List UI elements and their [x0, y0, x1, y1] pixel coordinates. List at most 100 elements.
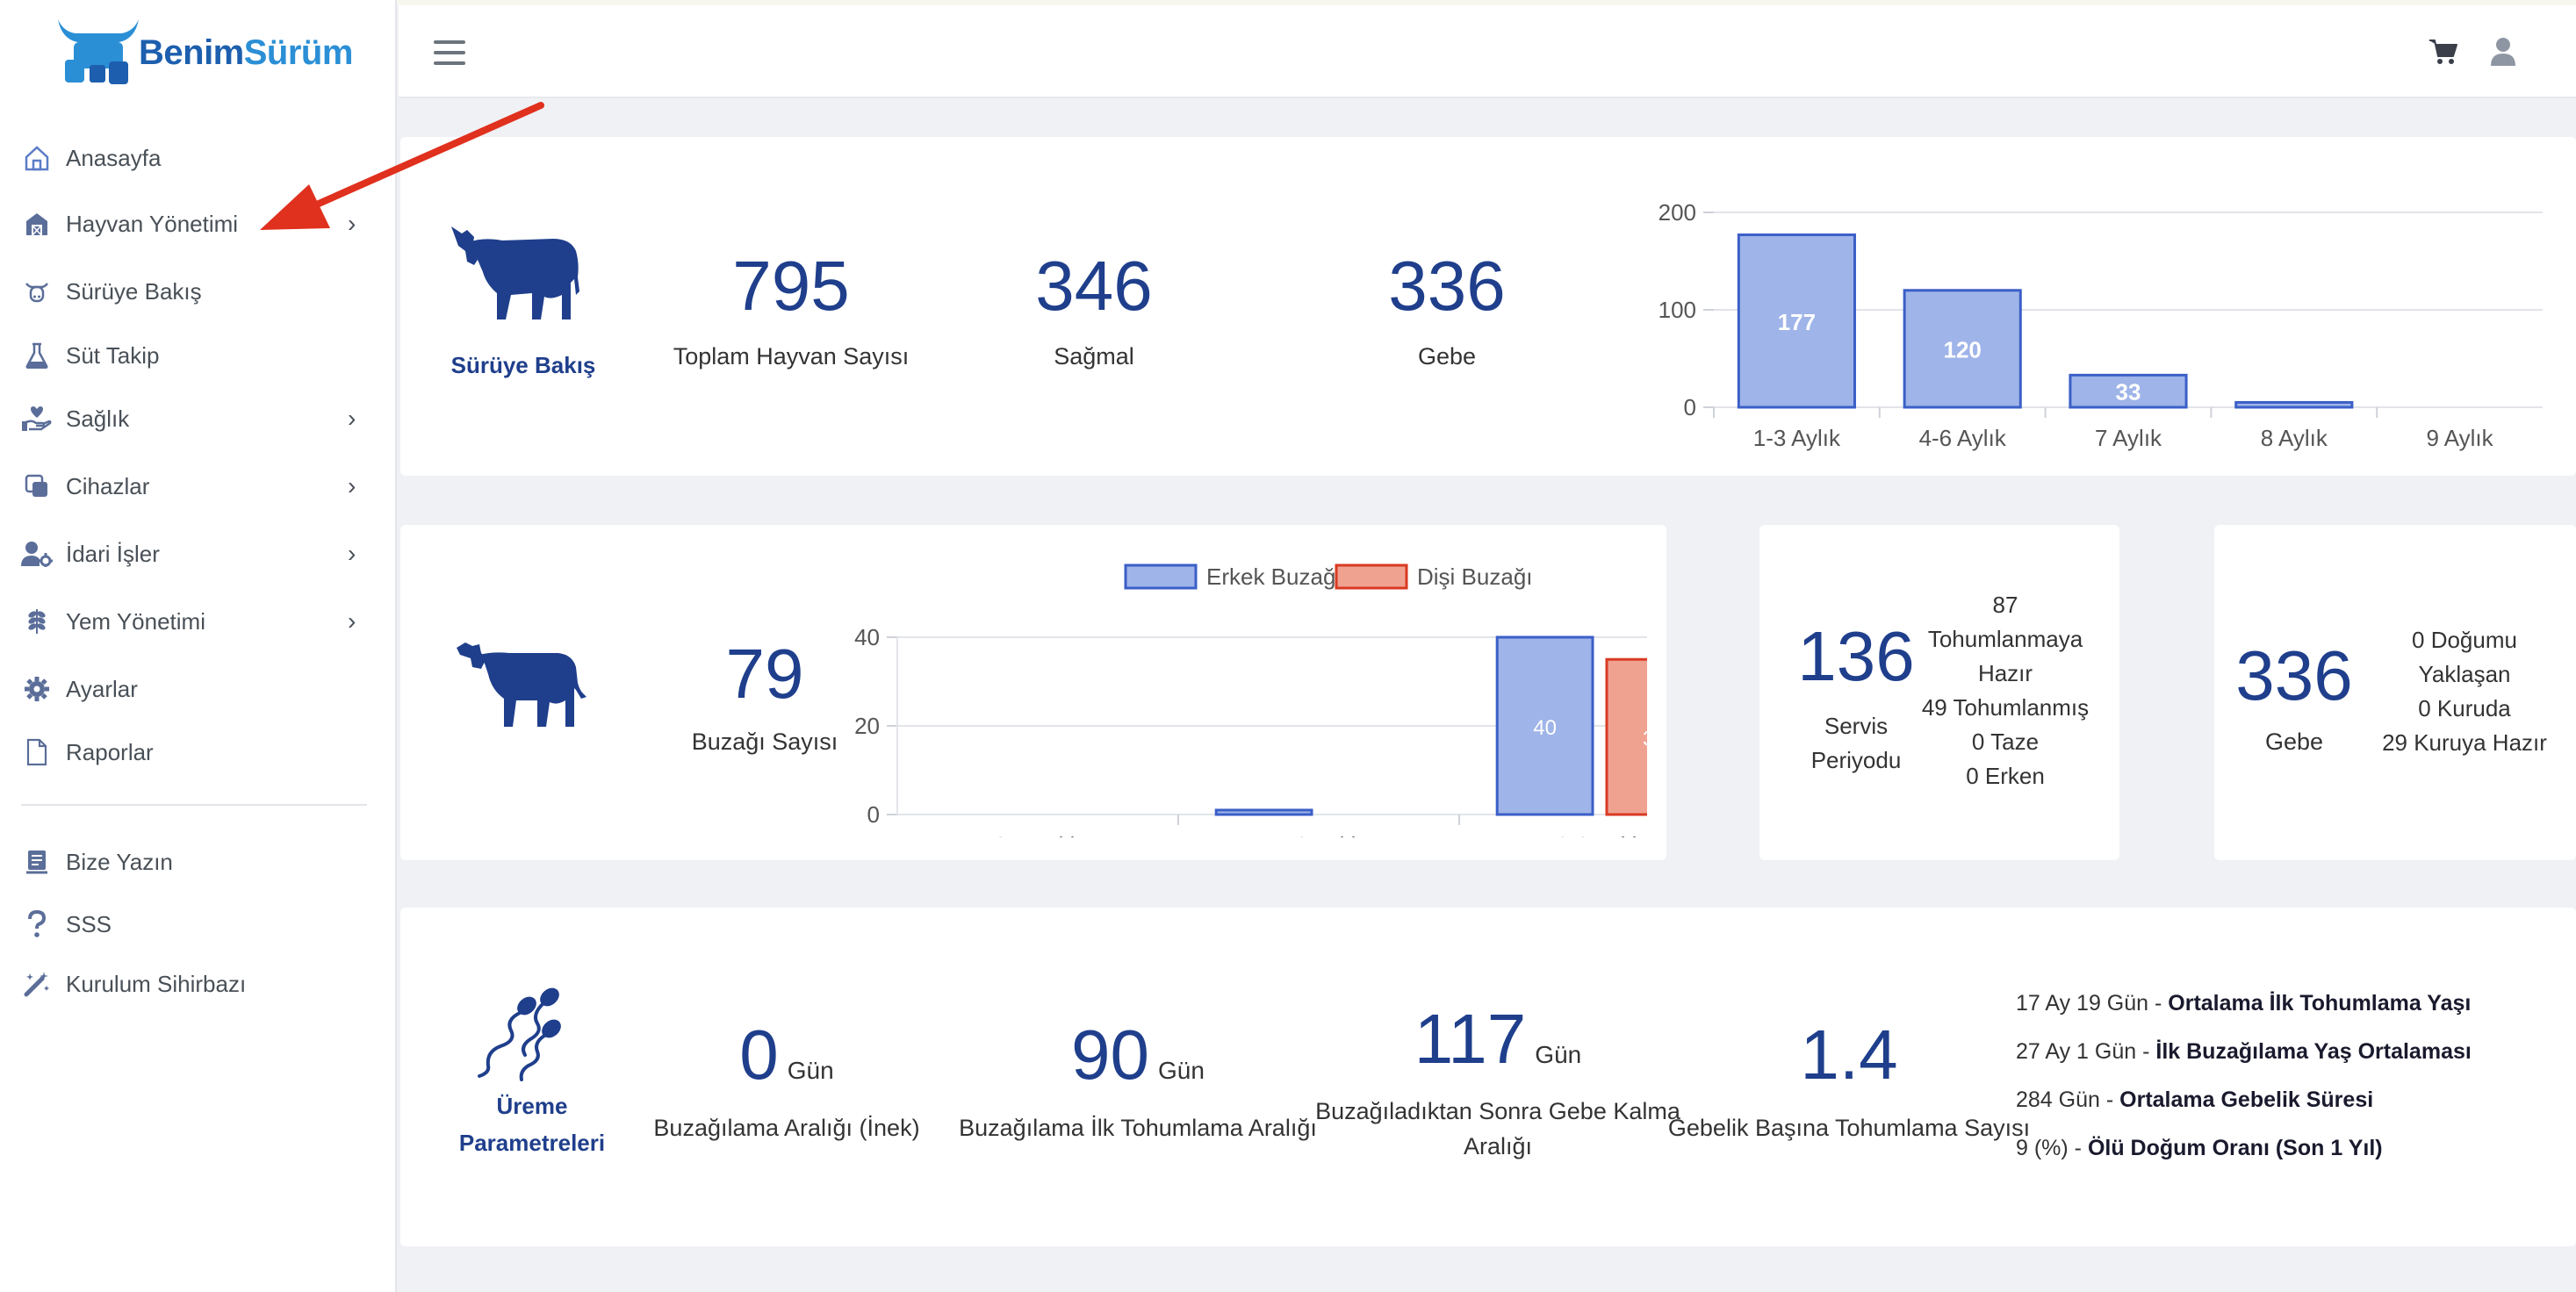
chevron-right-icon: › [348, 472, 356, 499]
bar-data-label: 33 [2116, 379, 2141, 406]
menu-toggle-icon[interactable] [434, 40, 465, 65]
sidebar-item-ayarlar[interactable]: Ayarlar [0, 663, 397, 715]
chevron-right-icon: › [348, 607, 356, 635]
sidebar-item-sss[interactable]: SSS [0, 898, 397, 951]
sidebar-item-yem-yonetimi[interactable]: Yem Yönetimi › [0, 595, 397, 648]
sidebar-divider [21, 804, 367, 806]
legend-swatch [1124, 563, 1198, 590]
cart-icon[interactable] [2428, 37, 2460, 68]
bar-data-label: 35 [1643, 728, 1647, 751]
pregnant-label: Gebe [1417, 343, 1477, 370]
question-icon [21, 908, 53, 940]
bar [1737, 233, 1856, 409]
sidebar-item-saglik[interactable]: Sağlık › [0, 392, 397, 445]
sidebar-item-sut-takip[interactable]: Süt Takip [0, 329, 397, 382]
service-detail-line: 87 [1992, 592, 2018, 618]
bar [1214, 808, 1313, 816]
services-per-conception-value: 1.4 [1800, 1016, 1898, 1094]
calving-interval-label: Buzağılama Aralığı (İnek) [653, 1115, 920, 1141]
sidebar-item-raporlar[interactable]: Raporlar [0, 726, 397, 779]
y-tick-label: 20 [854, 713, 880, 739]
barn-icon [21, 208, 53, 240]
calf-count-value: 79 [725, 635, 804, 713]
reproduction-title-line: Üreme [496, 1093, 568, 1119]
sidebar-item-hayvan-yonetimi[interactable]: Hayvan Yönetimi › [0, 197, 397, 250]
service-label-line: Periyodu [1810, 747, 1902, 773]
y-tick-label: 40 [854, 624, 880, 650]
pregnancy-detail-line: 0 Kuruda [2418, 695, 2511, 721]
x-tick-label: 1-3 Aylık [1753, 425, 1841, 451]
first-insemination-interval-label: Buzağılama İlk Tohumlama Aralığı [959, 1115, 1317, 1141]
unit-label: Gün [1535, 1041, 1582, 1068]
feed-icon [21, 606, 53, 637]
bar-data-label: 40 [1533, 716, 1557, 740]
pregnant-value: 336 [1388, 247, 1506, 325]
sidebar-item-suruye-bakis[interactable]: Sürüye Bakış [0, 265, 397, 318]
pregnancy-detail-line: Yaklaşan [2418, 661, 2511, 687]
magic-wand-icon [21, 968, 53, 1000]
y-tick-label: 100 [1659, 297, 1696, 323]
user-gear-icon [21, 538, 53, 570]
service-period-card: 136 Servis Periyodu 87 Tohumlanmaya Hazı… [1759, 525, 2119, 860]
home-icon [21, 142, 53, 174]
file-icon [21, 736, 53, 768]
kpi-line: 284 Gün - Ortalama Gebelik Süresi [2016, 1087, 2374, 1112]
app-logo[interactable]: BenimSürüm [54, 16, 353, 91]
milking-value: 346 [1035, 247, 1153, 325]
reproduction-title: Üreme Parametreleri [427, 1088, 637, 1161]
total-animals-value: 795 [732, 247, 850, 325]
calving-interval-value: 0 Gün [739, 1016, 834, 1094]
calf-icon [457, 642, 586, 727]
sperm-icon [478, 987, 561, 1081]
sidebar-item-idari-isler[interactable]: İdari İşler › [0, 528, 397, 580]
service-details: 87 Tohumlanmaya Hazır 49 Tohumlanmış 0 T… [1909, 588, 2102, 793]
service-detail-line: Hazır [1977, 660, 2033, 686]
sidebar-item-anasayfa[interactable]: Anasayfa [0, 132, 397, 184]
x-tick-label: 3-6 Aylık [1556, 832, 1644, 837]
calves-card: 79 Buzağı Sayısı Erkek Buzağı Dişi Buzağı… [400, 525, 1666, 860]
service-detail-line: 0 Taze [1971, 729, 2040, 755]
y-tick-label: 0 [867, 801, 880, 828]
first-insemination-interval-value: 90 Gün [1071, 1016, 1205, 1094]
user-icon[interactable] [2490, 37, 2520, 68]
service-period-label: Servis Periyodu [1786, 709, 1926, 778]
kpi-line: 17 Ay 19 Gün - Ortalama İlk Tohumlama Ya… [2016, 991, 2472, 1016]
unit-label: Gün [1158, 1057, 1205, 1084]
bar [1605, 657, 1647, 816]
sidebar-item-label: Kurulum Sihirbazı [66, 970, 247, 997]
sidebar-item-kurulum-sihirbazi[interactable]: Kurulum Sihirbazı [0, 958, 397, 1010]
milking-label: Sağmal [1054, 343, 1134, 370]
pregnancy-card: 336 Gebe 0 Doğumu Yaklaşan 0 Kuruda 29 K… [2214, 525, 2576, 860]
reproduction-kpi-list: 17 Ay 19 Gün - Ortalama İlk Tohumlama Ya… [2016, 980, 2560, 1173]
y-tick-label: 200 [1659, 199, 1696, 226]
pregnancy-label: Gebe [2264, 729, 2324, 755]
reproduction-card: Üreme Parametreleri 0 Gün Buzağılama Aral… [400, 908, 2576, 1246]
days-open-label-line: Aralığı [1463, 1133, 1533, 1159]
sidebar-item-label: Süt Takip [66, 341, 160, 369]
sidebar-item-label: SSS [66, 910, 112, 937]
sidebar-item-cihazlar[interactable]: Cihazlar › [0, 460, 397, 513]
bar-data-label: 120 [1944, 336, 1982, 362]
reproduction-title-line: Parametreleri [458, 1129, 606, 1156]
bar-data-label: 177 [1778, 309, 1816, 335]
days-open-label-line: Buzağıladıktan Sonra Gebe Kalma [1315, 1098, 1680, 1124]
x-tick-label: 9 Aylık [2427, 425, 2494, 451]
pregnancy-value: 336 [2235, 636, 2353, 714]
legend-label: Dişi Buzağı [1417, 563, 1533, 590]
bar [1495, 635, 1594, 816]
brand-name: BenimSürüm [139, 33, 353, 72]
chevron-right-icon: › [348, 540, 356, 567]
sidebar-item-bize-yazin[interactable]: Bize Yazın [0, 836, 397, 888]
chevron-right-icon: › [348, 210, 356, 237]
x-tick-label: 0-1 Aylık [994, 832, 1082, 837]
kpi-line: 9 (%) - Ölü Doğum Oranı (Son 1 Yıl) [2016, 1136, 2383, 1160]
bar [2234, 400, 2354, 409]
bar [2069, 373, 2188, 409]
sidebar-item-label: Anasayfa [66, 144, 162, 171]
calf-gender-chart: Erkek Buzağı Dişi Buzağı 0 20 40 0-1 Aylık 1-3… [854, 563, 1647, 837]
chevron-right-icon: › [348, 405, 356, 432]
health-hand-icon [21, 403, 53, 434]
x-tick-label: 4-6 Aylık [1919, 425, 2007, 451]
sidebar-item-label: Sürüye Bakış [66, 277, 202, 305]
total-animals-label: Toplam Hayvan Sayısı [673, 343, 910, 370]
